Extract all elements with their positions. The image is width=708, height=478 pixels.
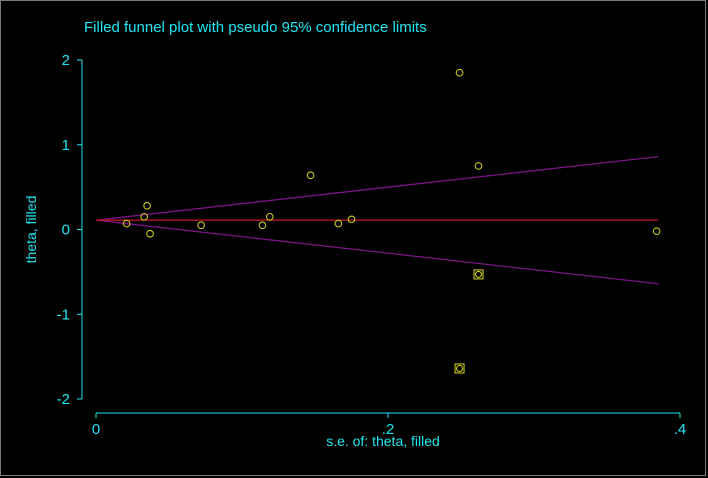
- study-point: [122, 219, 131, 228]
- study-point: [455, 68, 464, 77]
- data-points: [122, 68, 661, 374]
- filled-study-point: [454, 363, 465, 374]
- ticks: 2 1 0 -1 -2 0 .2 .4: [57, 52, 687, 438]
- study-point: [347, 215, 356, 224]
- filled-point-circle: [474, 270, 483, 278]
- filled-point-square: [454, 363, 465, 374]
- x-tick-label: .4: [674, 421, 687, 438]
- y-tick-label: 2: [62, 52, 70, 69]
- study-point: [265, 212, 274, 221]
- study-point: [143, 201, 151, 210]
- chart-title: Filled funnel plot with pseudo 95% confi…: [84, 19, 427, 36]
- ci-lower-line: [95, 219, 659, 285]
- axes: [81, 60, 680, 414]
- study-point: [306, 171, 315, 180]
- study-point: [334, 219, 343, 228]
- study-point: [258, 221, 267, 230]
- x-tick-label: 0: [92, 421, 100, 438]
- reference-lines: [95, 155, 659, 285]
- x-axis-title: s.e. of: theta, filled: [326, 433, 440, 449]
- y-tick-label: -1: [57, 306, 70, 323]
- filled-point-circle: [455, 364, 464, 373]
- study-point: [140, 212, 149, 221]
- study-point: [146, 229, 154, 238]
- y-tick-label: 0: [62, 222, 70, 239]
- x-tick-label: .2: [382, 421, 395, 438]
- study-point: [474, 162, 483, 170]
- filled-study-point: [473, 269, 484, 280]
- study-point: [652, 227, 661, 236]
- ci-upper-line: [95, 155, 659, 221]
- y-tick-label: -2: [57, 391, 70, 408]
- study-point: [197, 221, 205, 230]
- filled-point-square: [473, 269, 484, 280]
- y-tick-label: 1: [62, 137, 70, 154]
- y-axis-title: theta, filled: [23, 196, 39, 264]
